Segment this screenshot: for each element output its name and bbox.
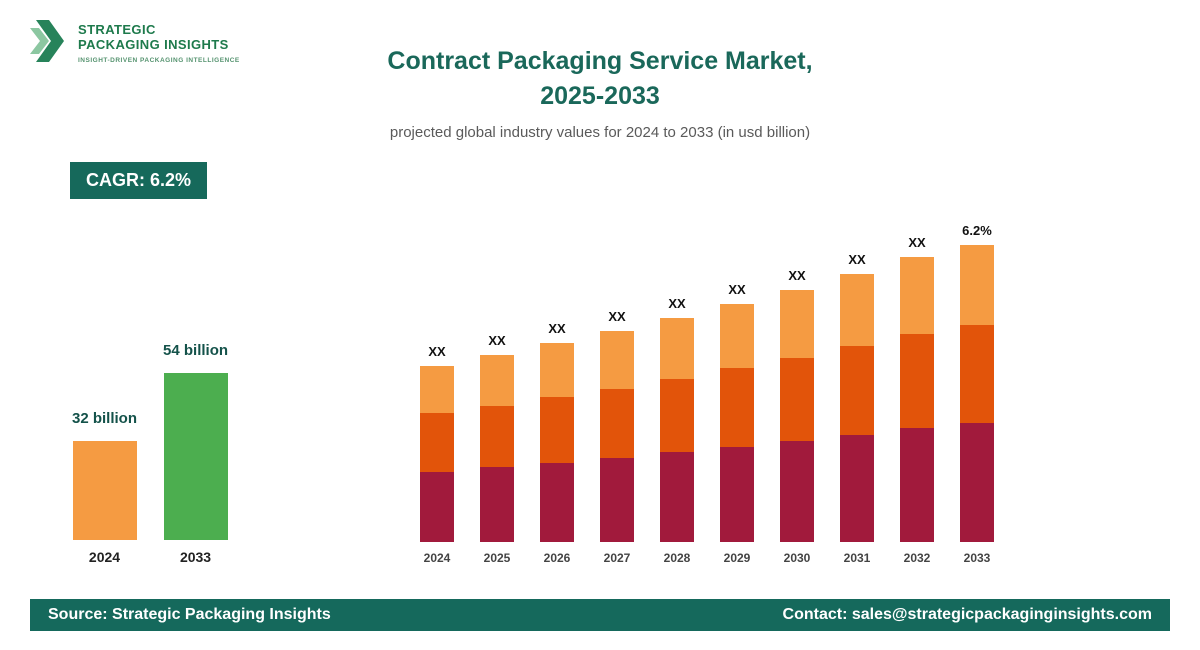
summary-bar-year-label: 2024: [88, 549, 121, 565]
footer-bar: Source: Strategic Packaging Insights Con…: [30, 599, 1170, 631]
bar-segment-bottom: [660, 452, 694, 542]
logo-text-line2: PACKAGING INSIGHTS: [78, 36, 229, 52]
stacked-bar: [420, 366, 454, 542]
stacked-bar-top-label: XX: [908, 235, 926, 251]
stacked-bar-top-label: 6.2%: [962, 223, 992, 239]
stacked-bar-column: XX 2027: [600, 309, 634, 565]
stacked-bar-column: 6.2% 2033: [960, 223, 994, 565]
bar-segment-top: [840, 274, 874, 347]
bar-segment-top: [720, 303, 754, 369]
bar-segment-top: [600, 331, 634, 389]
bar-segment-middle: [780, 357, 814, 441]
summary-bar-value-label: 54 billion: [163, 341, 229, 359]
stacked-bar-year-label: 2033: [963, 551, 991, 565]
stacked-bar: [720, 303, 754, 542]
stacked-bar-top-label: XX: [668, 296, 686, 312]
page-title-line2: 2025-2033: [540, 82, 660, 110]
stacked-bar-top-label: XX: [848, 252, 866, 268]
bar-segment-bottom: [720, 446, 754, 542]
bar-segment-middle: [840, 346, 874, 435]
stacked-bar-column: XX 2025: [480, 333, 514, 565]
stacked-bar-year-label: 2030: [783, 551, 811, 565]
stacked-bar-top-label: XX: [728, 281, 746, 297]
logo-tagline: INSIGHT-DRIVEN PACKAGING INTELLIGENCE: [78, 56, 240, 64]
bar-segment-bottom: [780, 440, 814, 542]
stacked-bar: [540, 343, 574, 542]
cagr-badge: CAGR: 6.2%: [70, 162, 208, 199]
bar-segment-middle: [420, 413, 454, 472]
bar-segment-middle: [720, 368, 754, 447]
bar-segment-top: [480, 355, 514, 406]
summary-bar: [72, 440, 137, 540]
bar-segment-middle: [900, 334, 934, 429]
stacked-bar-year-label: 2026: [543, 551, 571, 565]
bar-segment-top: [780, 289, 814, 358]
summary-bar-chart: 32 billion 2024 54 billion 2033: [72, 342, 228, 565]
stacked-bar-year-label: 2029: [723, 551, 751, 565]
stacked-bar: [960, 245, 994, 542]
stacked-bar: [660, 318, 694, 542]
bar-segment-bottom: [420, 471, 454, 542]
stacked-bar-top-label: XX: [608, 309, 626, 325]
logo-text-line1: STRATEGIC: [78, 21, 156, 37]
summary-bar-year-label: 2033: [179, 549, 212, 565]
page-subtitle: projected global industry values for 202…: [389, 124, 811, 141]
bar-segment-middle: [480, 405, 514, 468]
bar-segment-top: [420, 366, 454, 414]
summary-bar-value-label: 32 billion: [72, 409, 138, 427]
summary-bar: [163, 372, 228, 540]
stacked-bar: [600, 331, 634, 542]
footer-source: Source: Strategic Packaging Insights: [48, 606, 331, 623]
stacked-bar-column: XX 2030: [780, 268, 814, 565]
bar-segment-bottom: [480, 467, 514, 542]
bar-segment-bottom: [600, 457, 634, 542]
stacked-bar-chart: XX 2024 XX 2025 XX 2026 XX 2027 XX 2028 XX 2029 XX 20…: [420, 223, 994, 565]
bar-segment-bottom: [840, 434, 874, 542]
brand-logo: STRATEGIC PACKAGING INSIGHTS INSIGHT-DRI…: [30, 14, 240, 73]
bar-segment-top: [960, 245, 994, 326]
bar-segment-top: [660, 318, 694, 379]
stacked-bar: [480, 355, 514, 542]
footer-contact: Contact: sales@strategicpackaginginsight…: [782, 606, 1152, 623]
bar-segment-top: [540, 343, 574, 398]
stacked-bar-column: XX 2028: [660, 296, 694, 565]
bar-segment-middle: [600, 388, 634, 458]
bar-segment-middle: [540, 397, 574, 463]
stacked-bar-year-label: 2025: [483, 551, 511, 565]
bar-segment-bottom: [960, 423, 994, 542]
stacked-bar-top-label: XX: [548, 321, 566, 337]
stacked-bar-year-label: 2024: [423, 551, 451, 565]
bar-segment-bottom: [540, 462, 574, 542]
chevron-arrow-icon: [30, 14, 70, 73]
stacked-bar-column: XX 2032: [900, 235, 934, 565]
stacked-bar-year-label: 2032: [903, 551, 931, 565]
bar-segment-middle: [660, 378, 694, 453]
bar-segment-middle: [960, 325, 994, 424]
bar-segment-bottom: [900, 428, 934, 542]
stacked-bar-top-label: XX: [788, 267, 806, 283]
stacked-bar-year-label: 2031: [843, 551, 871, 565]
stacked-bar-top-label: XX: [428, 344, 446, 360]
stacked-bar-column: XX 2031: [840, 252, 874, 565]
stacked-bar-year-label: 2027: [603, 551, 631, 565]
stacked-bar-top-label: XX: [488, 333, 506, 349]
summary-bar-column: 32 billion 2024: [72, 410, 137, 565]
summary-bar-column: 54 billion 2033: [163, 342, 228, 565]
stacked-bar: [900, 257, 934, 542]
bar-segment-top: [900, 257, 934, 335]
stacked-bar-column: XX 2024: [420, 344, 454, 565]
stacked-bar: [840, 274, 874, 542]
stacked-bar-year-label: 2028: [663, 551, 691, 565]
stacked-bar: [780, 289, 814, 542]
stacked-bar-column: XX 2026: [540, 321, 574, 565]
stacked-bar-column: XX 2029: [720, 282, 754, 565]
